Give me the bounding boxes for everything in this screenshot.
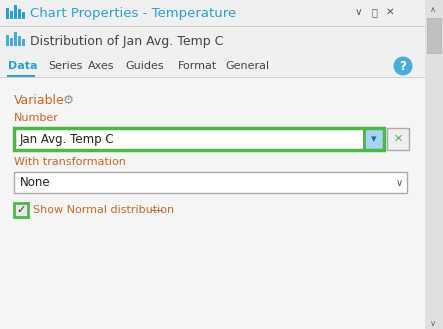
Bar bbox=[14, 203, 28, 217]
Text: Data: Data bbox=[8, 61, 38, 71]
Bar bbox=[14, 5, 17, 19]
Bar bbox=[6, 35, 9, 46]
Bar bbox=[18, 36, 21, 46]
Bar bbox=[14, 128, 364, 150]
Bar bbox=[14, 172, 407, 193]
Text: ✕: ✕ bbox=[393, 134, 403, 144]
Bar bbox=[22, 39, 25, 46]
Text: ?: ? bbox=[400, 60, 406, 72]
Text: Guides: Guides bbox=[125, 61, 163, 71]
Text: General: General bbox=[225, 61, 269, 71]
Bar bbox=[6, 8, 9, 19]
Bar bbox=[0, 55, 425, 77]
Bar bbox=[0, 78, 425, 329]
Text: Number: Number bbox=[14, 113, 59, 123]
Text: ∧: ∧ bbox=[430, 5, 436, 13]
Bar bbox=[0, 26, 425, 27]
Bar bbox=[0, 77, 425, 78]
Bar bbox=[425, 0, 443, 329]
Bar bbox=[18, 9, 21, 19]
Text: Variable: Variable bbox=[14, 93, 65, 107]
Text: None: None bbox=[20, 176, 51, 189]
Bar bbox=[10, 11, 13, 19]
Text: ⚙: ⚙ bbox=[63, 93, 74, 107]
Text: ∨: ∨ bbox=[430, 318, 436, 327]
Text: Chart Properties - Temperature: Chart Properties - Temperature bbox=[30, 7, 236, 19]
Bar bbox=[0, 27, 425, 55]
Bar bbox=[0, 0, 425, 26]
Bar bbox=[364, 128, 384, 150]
Circle shape bbox=[393, 57, 412, 75]
Text: With transformation: With transformation bbox=[14, 157, 126, 167]
Text: ✓: ✓ bbox=[16, 205, 26, 215]
Text: 🖈: 🖈 bbox=[371, 7, 377, 17]
Text: Distribution of Jan Avg. Temp C: Distribution of Jan Avg. Temp C bbox=[30, 35, 223, 47]
Text: ∨: ∨ bbox=[396, 178, 403, 188]
Text: Series: Series bbox=[48, 61, 82, 71]
Bar bbox=[14, 128, 384, 150]
Bar bbox=[14, 32, 17, 46]
Text: Format: Format bbox=[178, 61, 217, 71]
Text: Jan Avg. Temp C: Jan Avg. Temp C bbox=[20, 133, 115, 145]
Bar bbox=[7, 75, 35, 78]
Bar bbox=[387, 128, 409, 150]
Bar bbox=[427, 18, 441, 53]
Text: ▾: ▾ bbox=[371, 134, 377, 144]
Text: Axes: Axes bbox=[88, 61, 114, 71]
Bar bbox=[22, 12, 25, 19]
Bar bbox=[151, 210, 163, 211]
Text: Show Normal distribution: Show Normal distribution bbox=[33, 205, 174, 215]
Text: ∨: ∨ bbox=[354, 7, 362, 17]
Bar bbox=[10, 38, 13, 46]
Text: ✕: ✕ bbox=[385, 7, 394, 17]
